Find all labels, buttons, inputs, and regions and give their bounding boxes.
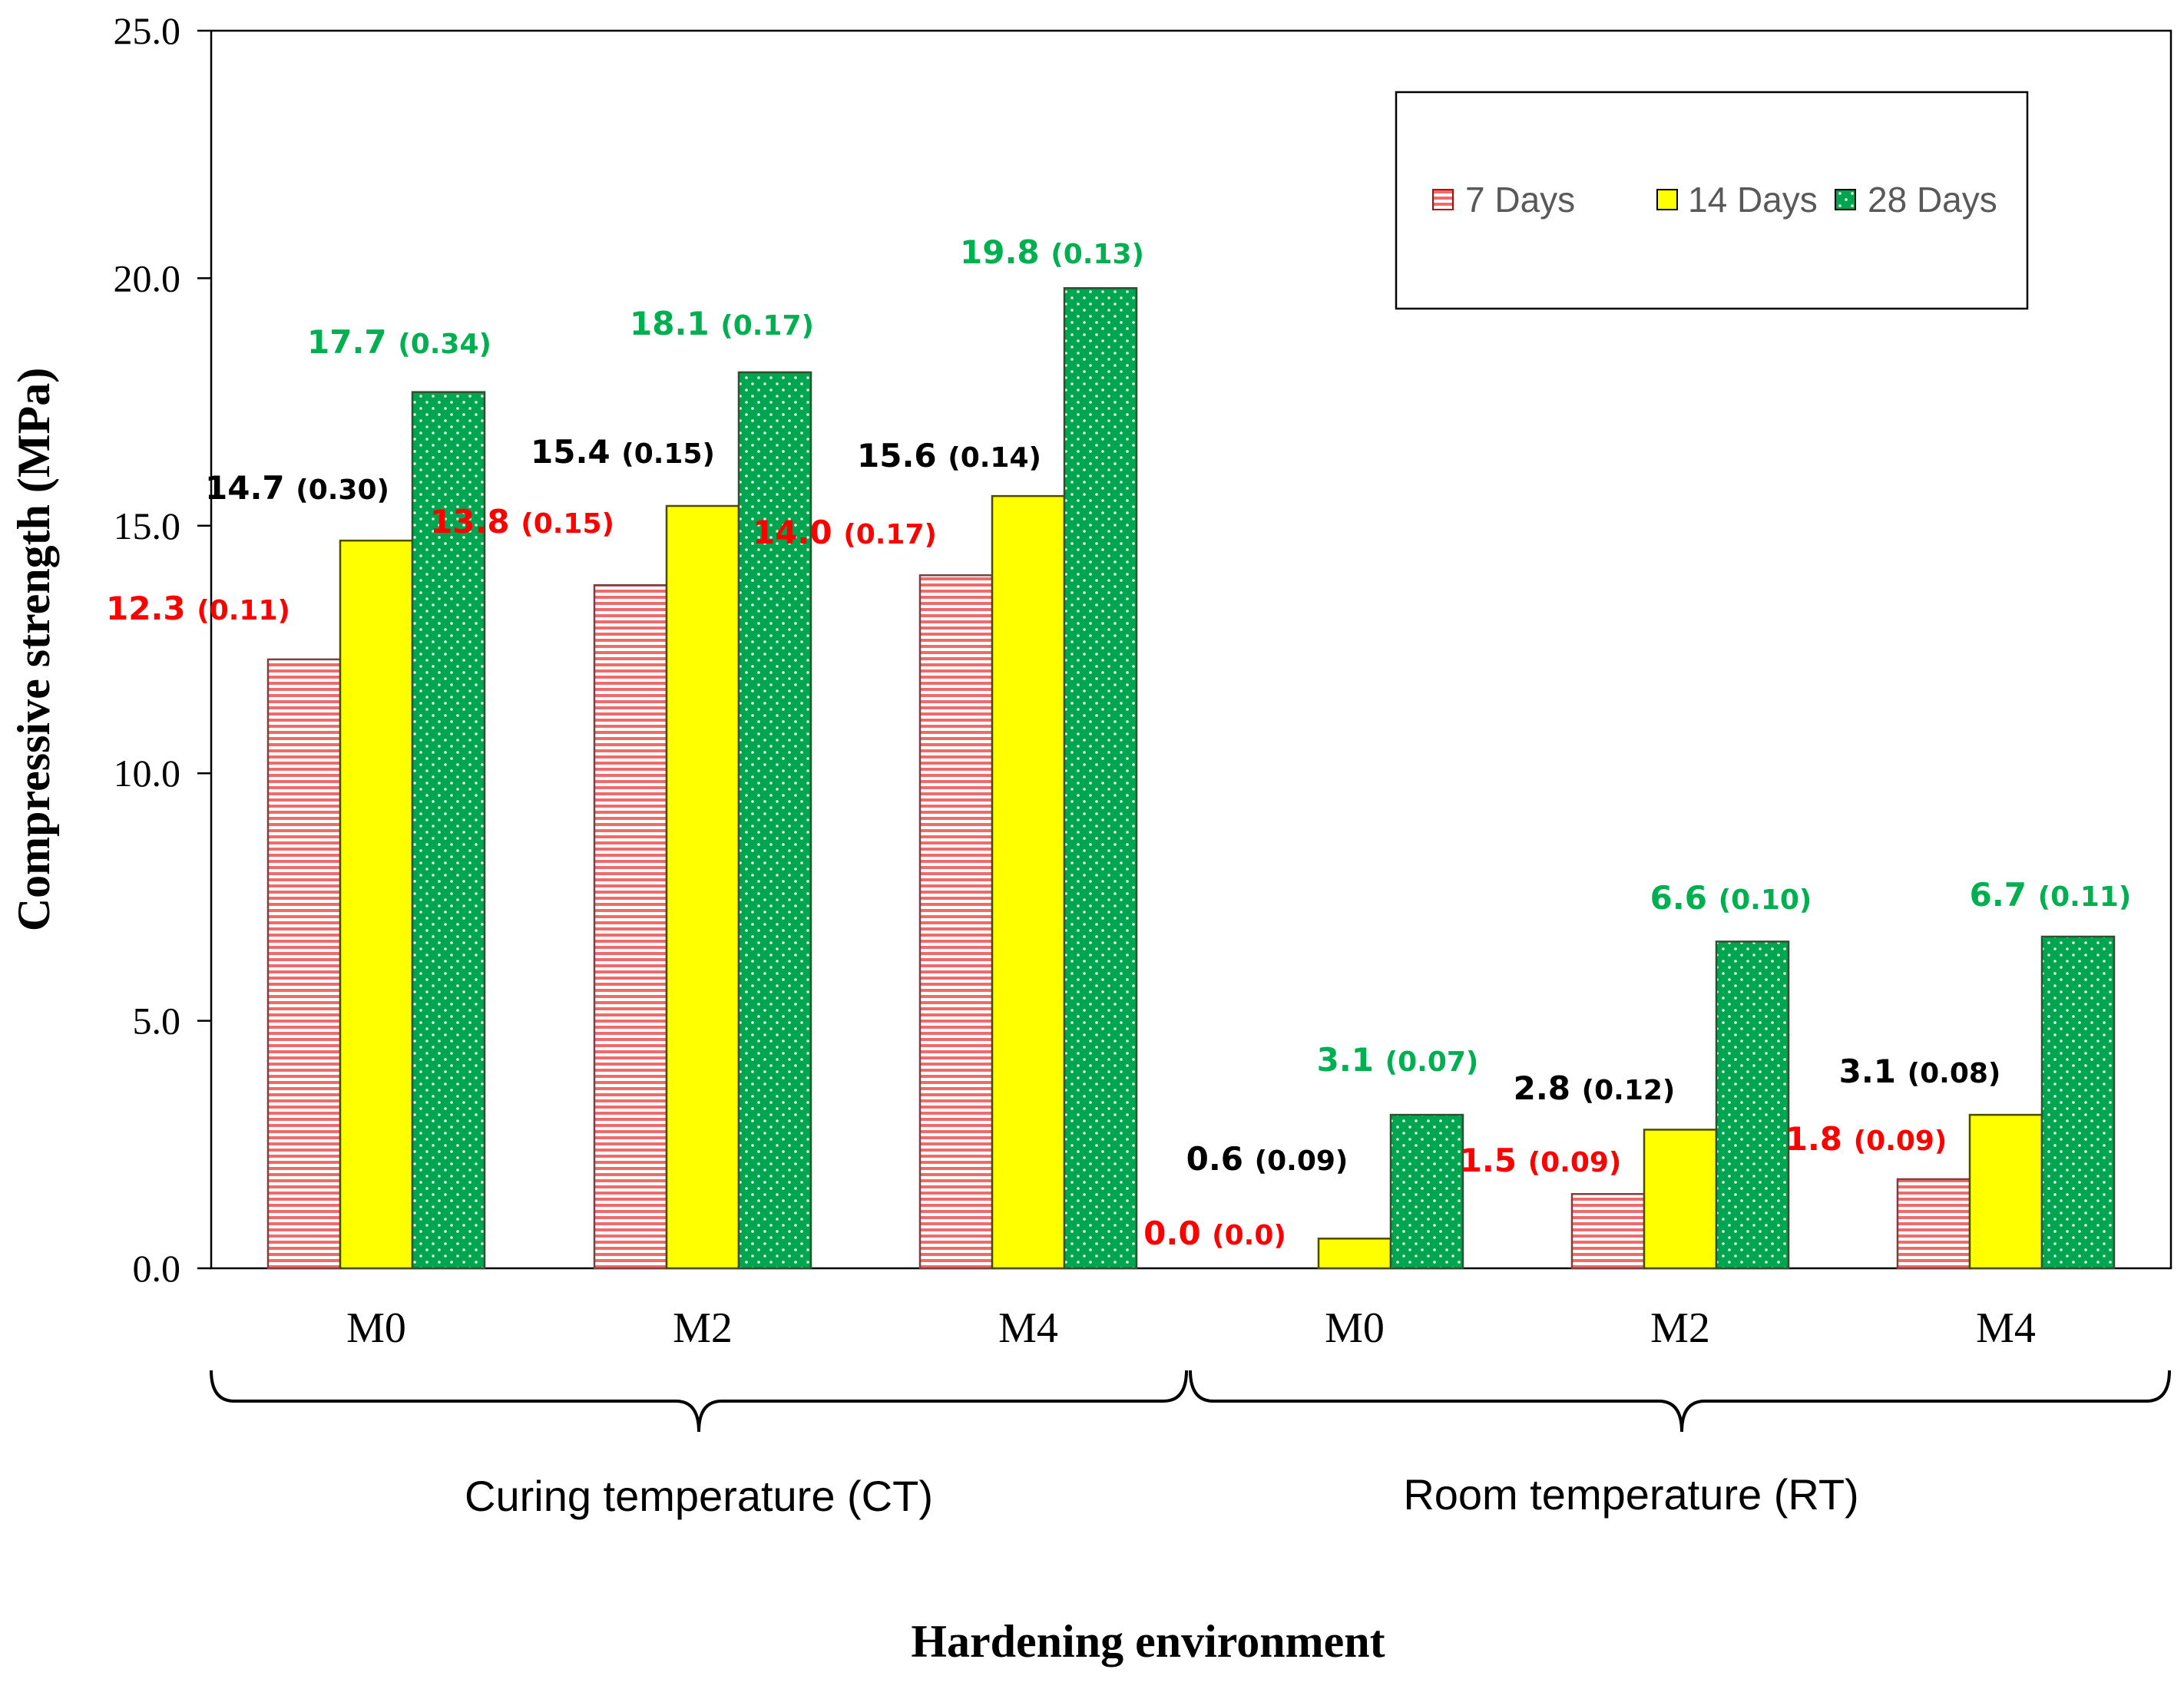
y-tick-label: 15.0 (114, 504, 181, 547)
y-axis-title: Compressive strength (MPa) (8, 368, 59, 931)
legend-swatch-28-days (1835, 189, 1856, 210)
bar-14-days (665, 504, 740, 1270)
group-bracket-ct (210, 1370, 1188, 1433)
data-label-28-days: 6.7 (0.11) (1970, 876, 2132, 914)
bar-14-days (991, 494, 1066, 1270)
bar-7-days (1570, 1193, 1646, 1270)
data-label-14-days: 3.1 (0.08) (1839, 1053, 2001, 1090)
data-label-14-days: 2.8 (0.12) (1514, 1069, 1676, 1107)
x-category-label: M0 (1325, 1304, 1385, 1352)
group-brackets: Curing temperature (CT) Room temperature… (210, 1370, 2171, 1520)
data-label-14-days: 15.4 (0.15) (531, 433, 715, 471)
bar-14-days (1643, 1129, 1718, 1270)
data-label-14-days: 15.6 (0.14) (857, 437, 1041, 474)
bar-28-days (1389, 1113, 1464, 1270)
legend-label-28-days: 28 Days (1868, 180, 1997, 220)
x-category-label: M4 (998, 1304, 1058, 1352)
legend-box (1395, 91, 2029, 310)
data-label-7-days: 13.8 (0.15) (430, 503, 614, 540)
data-label-28-days: 17.7 (0.34) (307, 323, 491, 361)
legend-label-7-days: 7 Days (1465, 180, 1575, 220)
bar-28-days (1715, 940, 1790, 1270)
bar-7-days (593, 583, 668, 1270)
y-tick-label: 0.0 (133, 1247, 181, 1290)
y-tick-label: 25.0 (114, 9, 181, 52)
bar-28-days (411, 391, 486, 1270)
legend: 7 Days 14 Days 28 Days (1395, 91, 2029, 310)
x-category-label: M2 (1650, 1304, 1710, 1352)
y-tick-label: 5.0 (133, 1000, 181, 1043)
x-category-label: M0 (346, 1304, 406, 1352)
y-tick-label: 10.0 (114, 752, 181, 795)
data-label-28-days: 6.6 (0.10) (1650, 879, 1812, 917)
group-label-ct: Curing temperature (CT) (465, 1472, 933, 1520)
bar-7-days (918, 574, 994, 1270)
data-label-7-days: 1.5 (0.09) (1460, 1142, 1622, 1179)
legend-swatch-14-days (1656, 189, 1678, 210)
y-axis: 0.0 5.0 10.0 15.0 20.0 25.0 (114, 9, 211, 1290)
data-label-7-days: 0.0 (0.0) (1143, 1215, 1286, 1252)
y-tick-label: 20.0 (114, 256, 181, 299)
data-label-28-days: 19.8 (0.13) (960, 233, 1144, 271)
bar-28-days (737, 371, 812, 1270)
bar-14-days (1968, 1113, 2043, 1270)
group-label-rt: Room temperature (RT) (1403, 1470, 1858, 1519)
bar-28-days (1063, 287, 1138, 1270)
bar-7-days (266, 658, 342, 1270)
bars (266, 287, 2116, 1270)
x-axis-title: Hardening environment (911, 1616, 1385, 1667)
x-category-label: M2 (673, 1304, 733, 1352)
x-axis: M0 M2 M4 M0 M2 M4 (346, 1304, 2036, 1352)
legend-swatch-7-days (1432, 189, 1454, 210)
bar-14-days (339, 539, 414, 1270)
legend-label-14-days: 14 Days (1688, 180, 1818, 220)
data-label-14-days: 14.7 (0.30) (205, 469, 389, 507)
data-label-7-days: 14.0 (0.17) (753, 514, 937, 551)
data-label-7-days: 12.3 (0.11) (106, 590, 290, 627)
bar-7-days (1896, 1178, 1971, 1270)
group-bracket-rt (1189, 1370, 2171, 1433)
data-label-28-days: 3.1 (0.07) (1317, 1041, 1479, 1079)
data-labels: 12.3 (0.11) 13.8 (0.15) 14.0 (0.17) 0.0 (0.… (106, 233, 2131, 1252)
x-category-label: M4 (1976, 1304, 2036, 1352)
bar-28-days (2040, 935, 2116, 1270)
data-label-14-days: 0.6 (0.09) (1186, 1140, 1348, 1178)
data-label-28-days: 18.1 (0.17) (630, 305, 814, 342)
bar-14-days (1317, 1238, 1392, 1270)
data-label-7-days: 1.8 (0.09) (1785, 1120, 1947, 1158)
